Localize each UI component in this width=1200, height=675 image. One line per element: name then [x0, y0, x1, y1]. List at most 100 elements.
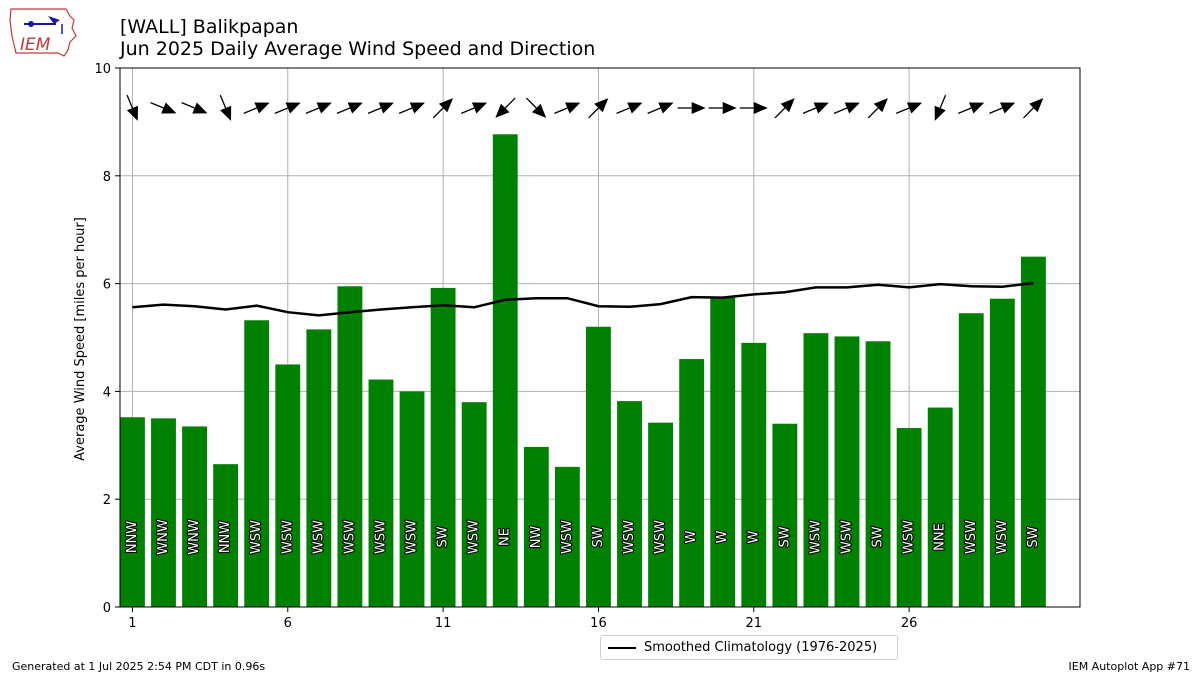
direction-label-day-9: WSW — [373, 520, 388, 554]
wind-arrow-day-5 — [243, 102, 270, 114]
bar-day-28 — [958, 313, 984, 607]
generated-timestamp: Generated at 1 Jul 2025 2:54 PM CDT in 0… — [12, 660, 266, 673]
x-tick-label: 1 — [128, 616, 136, 631]
x-tick-label: 11 — [435, 616, 452, 631]
wind-arrow-day-4 — [219, 94, 232, 121]
bar-day-14 — [523, 446, 549, 607]
direction-label-day-4: NNW — [218, 521, 233, 553]
wind-arrow-day-18 — [647, 102, 674, 114]
direction-label-day-19: W — [684, 530, 699, 543]
wind-arrow-day-25 — [867, 98, 888, 119]
direction-label-day-27: NNE — [933, 523, 948, 551]
direction-label-day-1: NNW — [125, 521, 140, 553]
bar-day-2 — [151, 418, 176, 607]
wind-arrow-day-26 — [895, 102, 923, 114]
climatology-line-layer — [132, 281, 1034, 317]
direction-label-day-18: WSW — [653, 520, 668, 554]
bar-day-19 — [679, 359, 705, 607]
bar-day-11 — [430, 287, 456, 607]
legend-line-swatch — [608, 647, 636, 649]
y-tick-label: 10 — [94, 62, 111, 77]
bar-day-17 — [617, 401, 642, 607]
wind-arrow-day-24 — [833, 102, 860, 114]
direction-label-day-16: SW — [591, 526, 606, 547]
chart-subtitle: Jun 2025 Daily Average Wind Speed and Di… — [120, 38, 596, 60]
wind-arrow-day-6 — [274, 102, 301, 114]
wind-arrow-day-3 — [181, 102, 208, 114]
wind-arrow-day-2 — [150, 102, 177, 114]
x-tick-label: 21 — [746, 616, 763, 631]
bar-day-20 — [710, 297, 736, 607]
direction-label-day-20: W — [715, 530, 730, 543]
direction-label-day-23: WSW — [808, 520, 823, 554]
legend: Smoothed Climatology (1976-2025) — [600, 635, 898, 660]
bar-day-8 — [337, 286, 363, 607]
direction-label-day-10: WSW — [405, 520, 420, 554]
bar-day-30 — [1020, 256, 1046, 607]
wind-arrow-day-22 — [774, 98, 795, 119]
direction-label-day-12: WSW — [467, 520, 482, 554]
bar-day-7 — [306, 329, 332, 607]
y-tick-label: 8 — [103, 170, 111, 185]
app-label: IEM Autoplot App #71 — [1068, 660, 1191, 673]
bar-day-25 — [865, 341, 891, 607]
wind-arrow-day-13 — [495, 97, 516, 118]
bar-day-9 — [368, 379, 394, 607]
bars-layer — [120, 134, 1046, 607]
wind-arrow-day-29 — [989, 102, 1016, 114]
direction-label-day-3: WNW — [187, 519, 202, 555]
legend-label: Smoothed Climatology (1976-2025) — [644, 640, 878, 655]
bar-day-3 — [182, 426, 207, 607]
wind-arrow-day-8 — [336, 102, 363, 114]
direction-label-day-25: SW — [871, 526, 886, 547]
direction-label-day-28: WSW — [964, 520, 979, 554]
direction-labels-layer: NNW WNW WNW NNW WSW WSW WSW WSW WSW WSW SW WSW NE NW W… — [124, 518, 1042, 556]
direction-label-day-29: WSW — [995, 520, 1010, 554]
y-tick-label: 2 — [103, 493, 111, 508]
bar-day-18 — [648, 422, 674, 607]
wind-arrow-day-10 — [398, 102, 425, 114]
bar-day-1 — [120, 417, 145, 607]
wind-arrows-layer — [126, 94, 1044, 121]
wind-arrow-day-1 — [126, 94, 138, 121]
bar-day-24 — [834, 336, 860, 607]
y-tick-label: 6 — [103, 278, 111, 293]
direction-label-day-30: SW — [1026, 526, 1041, 547]
bar-day-15 — [554, 466, 580, 607]
direction-label-day-24: WSW — [839, 520, 854, 554]
chart-title: [WALL] Balikpapan Jun 2025 Daily Average… — [120, 16, 595, 60]
direction-label-day-21: W — [746, 530, 761, 543]
wind-arrow-day-12 — [460, 102, 488, 114]
wind-arrow-day-15 — [554, 102, 581, 114]
direction-label-day-11: SW — [436, 526, 451, 547]
bar-day-4 — [213, 464, 239, 607]
wind-arrow-day-17 — [616, 102, 643, 114]
wind-arrow-day-21 — [739, 102, 768, 114]
wind-arrow-day-19 — [677, 102, 706, 114]
bar-day-13 — [492, 134, 518, 607]
bar-day-5 — [244, 320, 270, 607]
wind-arrow-day-30 — [1023, 98, 1044, 119]
bar-day-22 — [772, 423, 798, 607]
iem-logo-icon: IEM — [9, 8, 77, 57]
x-tick-label: 16 — [590, 616, 607, 631]
direction-label-day-2: WNW — [156, 519, 171, 555]
wind-arrow-day-14 — [525, 97, 547, 118]
bar-day-21 — [741, 342, 767, 607]
direction-label-day-8: WSW — [342, 520, 357, 554]
bar-day-29 — [989, 298, 1015, 607]
bar-day-10 — [399, 391, 425, 607]
bar-day-26 — [896, 428, 922, 607]
bar-day-12 — [461, 402, 487, 607]
bar-day-6 — [275, 364, 301, 607]
direction-label-day-6: WSW — [280, 520, 295, 554]
x-tick-label: 6 — [284, 616, 292, 631]
direction-label-day-13: NE — [498, 528, 513, 546]
wind-arrow-day-11 — [432, 98, 454, 119]
y-tick-label: 0 — [103, 601, 111, 616]
plot-frame — [119, 67, 1081, 608]
bar-day-16 — [586, 326, 611, 607]
wind-arrow-day-23 — [802, 102, 829, 114]
